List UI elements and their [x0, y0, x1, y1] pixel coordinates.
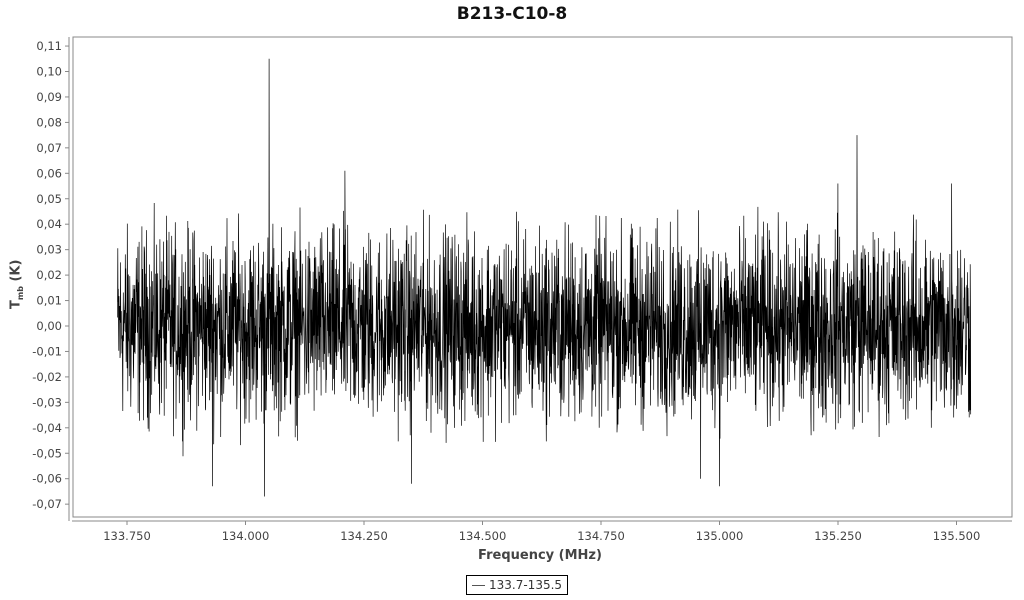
y-tick-label: 0,06	[36, 166, 62, 180]
y-tick-label: -0,03	[32, 395, 62, 409]
y-tick-label: 0,08	[36, 115, 62, 129]
y-tick-label: 0,02	[36, 268, 62, 282]
legend-swatch	[472, 584, 485, 586]
x-tick-label: 134.250	[340, 529, 388, 543]
y-label-unit: (K)	[8, 259, 24, 282]
y-tick-label: -0,04	[32, 421, 62, 435]
y-tick-label: 0,11	[36, 39, 62, 53]
x-tick-label: 135.000	[696, 529, 744, 543]
series-line-133.7-135.5	[117, 58, 972, 497]
x-tick-label: 133.750	[103, 529, 151, 543]
y-tick-label: -0,06	[32, 472, 62, 486]
y-label-sub: mb	[16, 286, 26, 301]
y-tick-label: -0,07	[32, 497, 62, 511]
x-tick-label: 135.250	[814, 529, 862, 543]
y-tick-label: 0,07	[36, 141, 62, 155]
y-tick-label: 0,00	[36, 319, 62, 333]
y-tick-label: 0,03	[36, 243, 62, 257]
y-tick-label: 0,01	[36, 294, 62, 308]
x-tick-label: 134.000	[222, 529, 270, 543]
y-tick-label: 0,04	[36, 217, 62, 231]
y-tick-label: -0,05	[32, 446, 62, 460]
chart-title: B213-C10-8	[456, 4, 568, 24]
y-label-main: T	[8, 300, 24, 310]
y-tick-label: 0,09	[36, 90, 62, 104]
legend[interactable]: 133.7-135.5	[466, 575, 569, 595]
y-tick-label: 0,10	[36, 65, 62, 79]
x-tick-label: 134.500	[459, 529, 507, 543]
y-tick-label: -0,01	[32, 344, 62, 358]
y-tick-label: -0,02	[32, 370, 62, 384]
plot-frame	[72, 36, 1013, 518]
y-tick-label: 0,05	[36, 192, 62, 206]
x-axis-label: Frequency (MHz)	[478, 548, 602, 563]
legend-label: 133.7-135.5	[489, 578, 563, 592]
x-tick-label: 134.750	[577, 529, 625, 543]
x-tick-label: 135.500	[933, 529, 981, 543]
y-axis-label: Tmb (K)	[8, 260, 25, 309]
